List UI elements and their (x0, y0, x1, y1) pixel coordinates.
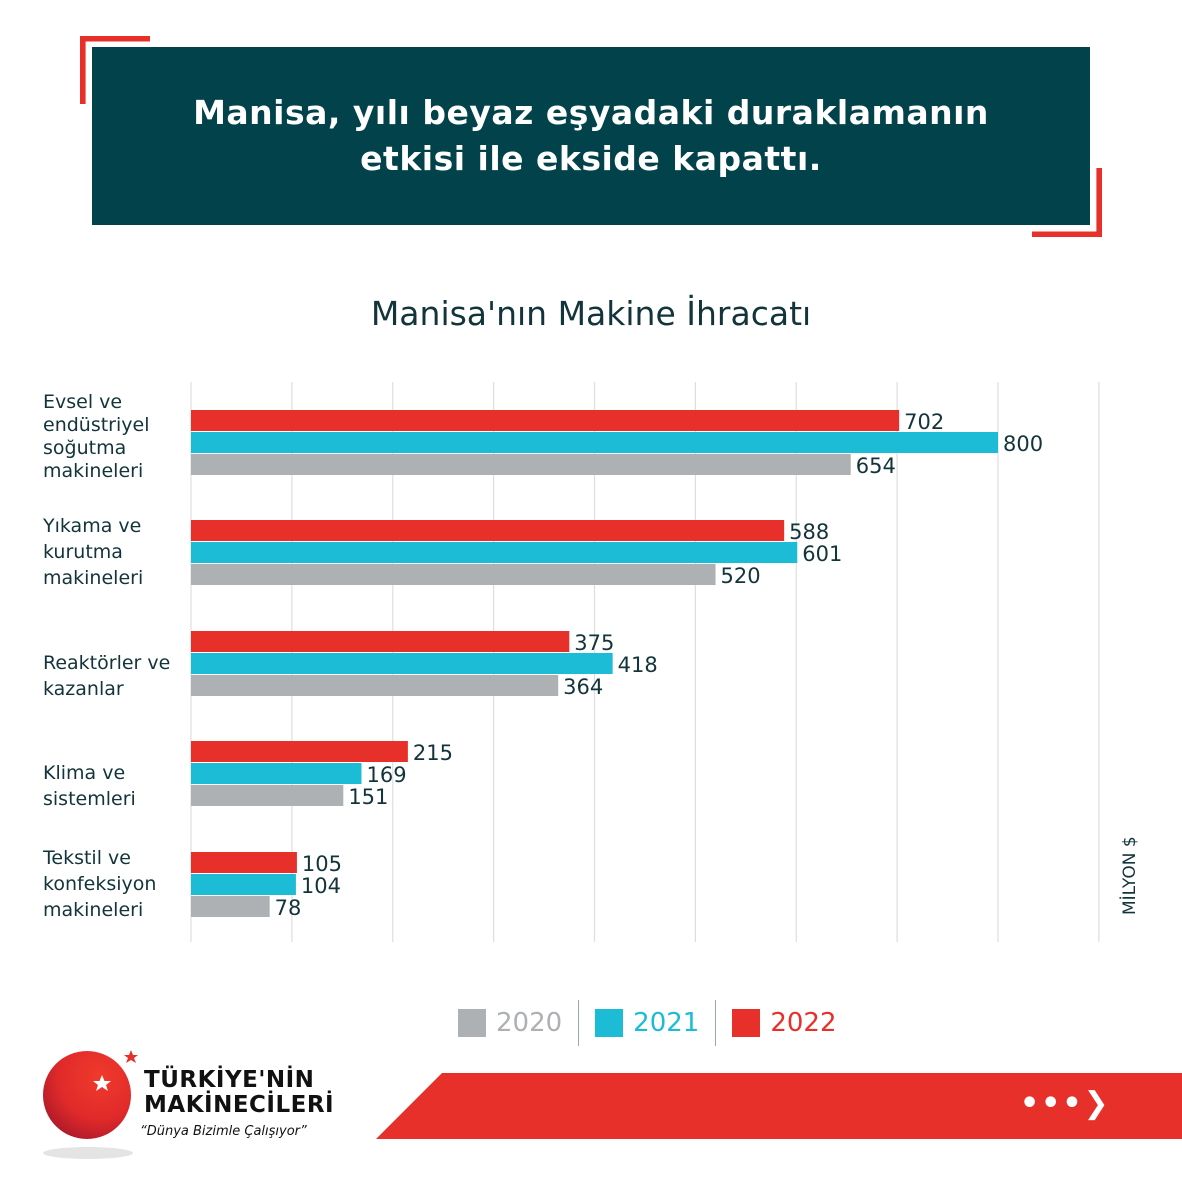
bar-2022 (191, 410, 900, 431)
category-label: Evsel ve endüstriyel soğutma makineleri (43, 391, 150, 482)
data-label: 215 (413, 741, 453, 765)
legend-divider (578, 1000, 580, 1046)
bar-2022 (191, 852, 297, 873)
legend-item-2021: 2021 (579, 1008, 715, 1038)
bar-2021 (191, 432, 998, 453)
footer-bar (376, 1073, 1182, 1139)
legend-swatch (458, 1009, 486, 1037)
next-arrow-icon[interactable]: •••❯ (1020, 1086, 1111, 1121)
legend-swatch (595, 1009, 624, 1037)
logo-title: TÜRKİYE'NİN MAKİNECİLERİ (144, 1067, 335, 1118)
bar-2022 (191, 631, 570, 652)
legend: 2020 2021 2022 (458, 1000, 853, 1046)
unit-label: MİLYON $ (1120, 836, 1140, 915)
data-label: 702 (904, 410, 944, 434)
data-label: 151 (348, 785, 388, 809)
bar-2021 (191, 542, 798, 563)
legend-label: 2021 (633, 1008, 700, 1038)
legend-divider (715, 1000, 717, 1046)
bar-chart: 702 588 375 215 105 800 601 418 169 104 654 520 364 1… (190, 382, 1100, 942)
category-label: Tekstil ve konfeksiyon makineleri (43, 847, 157, 921)
data-label: 654 (856, 454, 896, 478)
data-label: 601 (802, 542, 842, 566)
bar-2020 (191, 896, 270, 917)
category-label: Yıkama ve kurutma makineleri (43, 515, 144, 589)
banner-title: Manisa, yılı beyaz eşyadaki duraklamanın… (193, 93, 989, 178)
data-label: 78 (275, 896, 302, 920)
bar-2020 (191, 675, 559, 696)
bar-2021 (191, 763, 362, 784)
data-label: 104 (301, 874, 341, 898)
bar-2022 (191, 741, 408, 762)
bar-2021 (191, 653, 613, 674)
bar-2020 (191, 454, 851, 475)
data-label: 364 (563, 675, 603, 699)
bar-2020 (191, 564, 716, 585)
bar-2022 (191, 520, 785, 541)
logo-icon (43, 1050, 138, 1159)
category-label: Reaktörler ve kazanlar (43, 652, 171, 700)
bar-2020 (191, 785, 344, 806)
legend-swatch (732, 1009, 761, 1037)
data-label: 588 (789, 520, 829, 544)
data-label: 800 (1003, 432, 1043, 456)
legend-item-2022: 2022 (716, 1008, 852, 1038)
data-label: 105 (302, 852, 342, 876)
category-label: Klima ve sistemleri (43, 762, 136, 810)
logo-slogan: “Dünya Bizimle Çalışıyor” (140, 1124, 307, 1139)
bar-2021 (191, 874, 296, 895)
chart-title: Manisa'nın Makine İhracatı (370, 294, 812, 333)
legend-label: 2020 (496, 1008, 563, 1038)
header-banner: Manisa, yılı beyaz eşyadaki duraklamanın… (92, 47, 1090, 225)
data-label: 418 (618, 653, 658, 677)
legend-label: 2022 (770, 1008, 837, 1038)
data-label: 375 (574, 631, 614, 655)
data-label: 169 (366, 763, 406, 787)
data-label: 520 (721, 564, 761, 588)
legend-item-2020: 2020 (458, 1008, 578, 1038)
